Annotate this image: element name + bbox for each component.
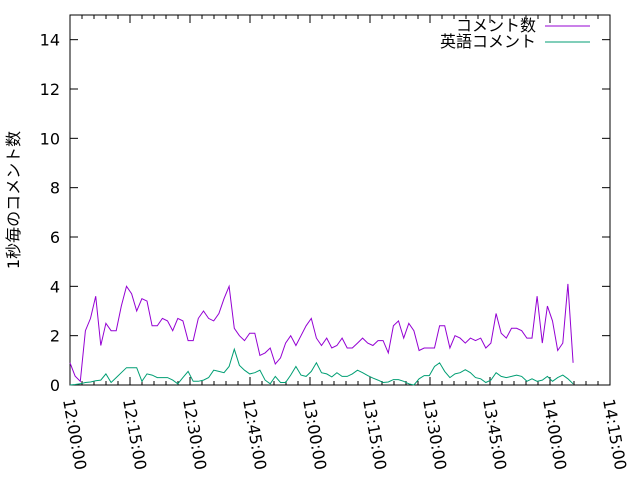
y-tick-label: 6	[50, 228, 60, 247]
y-axis-label: 1秒毎のコメント数	[4, 131, 23, 269]
y-tick-label: 10	[40, 129, 60, 148]
x-tick-label: 12:15:00	[119, 397, 150, 471]
series-group	[69, 283, 574, 386]
y-tick-label: 0	[50, 376, 60, 395]
x-tick-label: 13:45:00	[479, 397, 510, 471]
x-tick-label: 13:30:00	[419, 397, 450, 471]
x-tick-label: 14:00:00	[539, 397, 570, 471]
plot-border	[69, 14, 611, 386]
axes: 0 2 4 6 8 10 12 14 12:00:00 12:15:00 12:30:00 12:45…	[40, 14, 630, 471]
x-tick-label: 12:45:00	[239, 397, 270, 471]
y-tick-label: 14	[40, 31, 60, 50]
y-tick-label: 2	[50, 327, 60, 346]
x-tick-label: 14:15:00	[599, 397, 630, 471]
y-tick-label: 12	[40, 80, 60, 99]
y-tick-label: 4	[50, 277, 60, 296]
legend-label-0: コメント数	[456, 16, 536, 35]
x-tick-label: 13:00:00	[299, 397, 330, 471]
x-tick-label: 12:30:00	[179, 397, 210, 471]
x-tick-label: 12:00:00	[59, 397, 90, 471]
legend-label-1: 英語コメント	[440, 32, 536, 51]
legend: コメント数 英語コメント	[440, 16, 590, 51]
x-tick-label: 13:15:00	[359, 397, 390, 471]
series-line-1	[69, 347, 574, 386]
y-tick-label: 8	[50, 179, 60, 198]
series-line-0	[69, 283, 574, 383]
